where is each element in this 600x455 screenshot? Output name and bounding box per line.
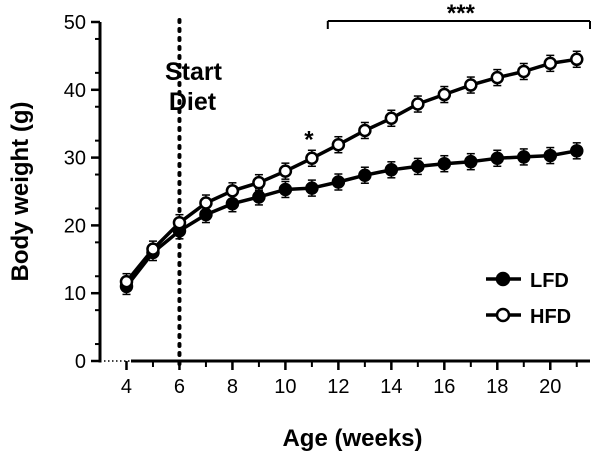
data-point-hfd — [331, 137, 346, 152]
x-tick-label: 12 — [327, 376, 349, 398]
data-point-hfd — [278, 164, 293, 178]
data-point-lfd — [543, 148, 558, 163]
data-point-hfd — [411, 97, 425, 111]
data-point-hfd — [517, 64, 531, 79]
start-diet-label-diet: Diet — [169, 88, 217, 116]
significance-triple-star: *** — [447, 0, 476, 27]
data-point-lfd — [517, 150, 531, 164]
x-tick-label: 4 — [121, 376, 132, 398]
data-point-hfd — [305, 151, 319, 166]
y-ticks: 0 10 20 30 40 50 — [64, 12, 100, 373]
data-point-hfd — [225, 184, 240, 198]
data-point-hfd — [252, 175, 266, 190]
x-tick-label: 14 — [380, 376, 402, 398]
data-point-hfd — [543, 56, 558, 71]
data-point-hfd — [490, 70, 505, 85]
data-point-hfd — [437, 87, 452, 102]
data-point-lfd — [411, 159, 425, 174]
x-axis-title: Age (weeks) — [282, 425, 422, 452]
series-layer — [119, 50, 584, 296]
y-tick-label: 30 — [64, 148, 86, 170]
x-tick-label: 20 — [539, 376, 561, 398]
data-point-hfd — [199, 196, 213, 210]
data-point-lfd — [305, 181, 319, 195]
legend-marker-lfd — [495, 271, 511, 287]
x-tick-label: 16 — [433, 376, 455, 398]
data-point-lfd — [464, 154, 478, 169]
data-point-hfd — [358, 123, 372, 138]
legend-item-hfd: HFD — [486, 306, 571, 328]
series-line-lfd — [125, 149, 578, 288]
data-point-lfd — [252, 190, 266, 204]
legend: LFD HFD — [486, 270, 571, 328]
legend-label-hfd: HFD — [530, 306, 571, 328]
y-tick-label: 50 — [64, 12, 86, 34]
series-lfd — [119, 142, 584, 296]
data-point-lfd — [437, 156, 452, 171]
x-tick-label: 10 — [274, 376, 296, 398]
data-point-lfd — [225, 196, 240, 211]
data-point-lfd — [570, 144, 584, 158]
data-point-hfd — [119, 274, 134, 289]
series-hfd — [119, 50, 584, 291]
significance-single-star: * — [304, 126, 314, 153]
data-point-lfd — [490, 151, 505, 166]
y-tick-label: 20 — [64, 215, 86, 237]
x-ticks: 4 6 8 10 12 14 16 18 20 — [121, 361, 578, 398]
x-tick-label: 8 — [227, 376, 238, 398]
y-tick-label: 40 — [64, 80, 86, 102]
data-point-hfd — [464, 78, 478, 92]
data-point-hfd — [172, 215, 187, 230]
legend-item-lfd: LFD — [486, 270, 569, 292]
legend-marker-hfd — [495, 307, 511, 323]
data-point-hfd — [570, 52, 584, 67]
y-tick-label: 10 — [64, 283, 86, 305]
data-point-lfd — [384, 163, 399, 177]
significance-bracket — [326, 20, 591, 29]
y-axis-title: Body weight (g) — [7, 102, 34, 282]
data-point-hfd — [384, 111, 399, 126]
legend-label-lfd: LFD — [530, 270, 569, 292]
data-point-lfd — [331, 175, 346, 189]
axes — [98, 22, 590, 363]
data-point-lfd — [278, 182, 293, 197]
start-diet-label-start: Start — [165, 58, 223, 86]
y-tick-label: 0 — [75, 351, 86, 373]
data-point-lfd — [358, 168, 372, 182]
x-tick-label: 6 — [174, 376, 185, 398]
x-tick-label: 18 — [486, 376, 508, 398]
data-point-hfd — [146, 242, 160, 256]
